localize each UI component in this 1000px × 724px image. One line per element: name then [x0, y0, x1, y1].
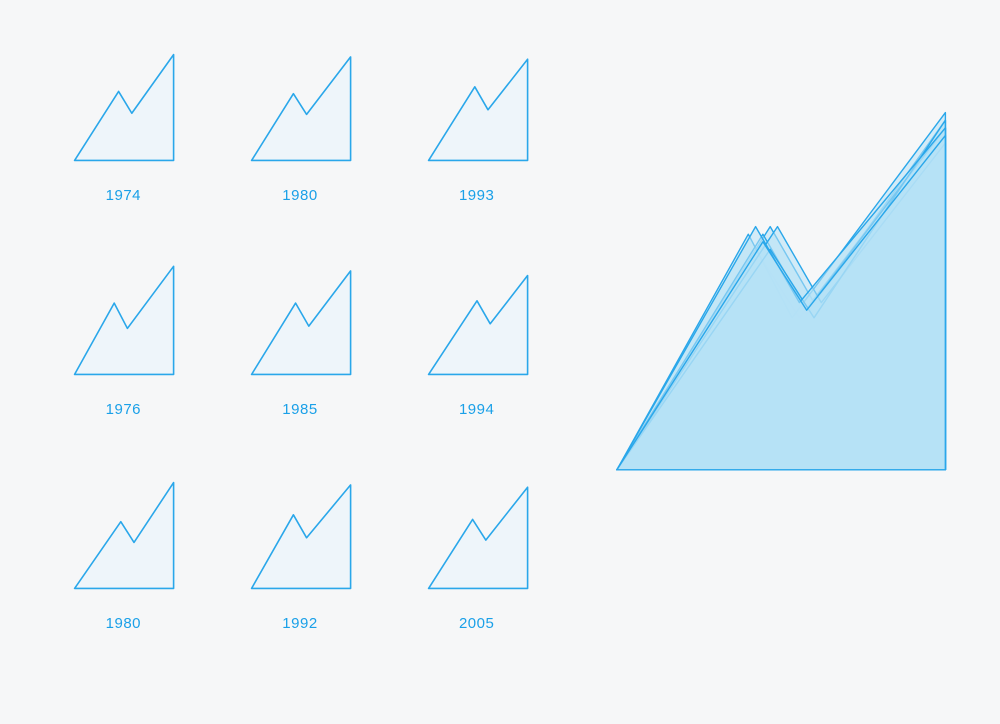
- small-multiple-cell: 1980: [60, 478, 187, 632]
- mountain-icon: [68, 264, 178, 379]
- mountain-icon: [245, 50, 355, 165]
- year-label: 2005: [459, 615, 494, 632]
- year-label: 1985: [282, 401, 317, 418]
- small-multiple-cell: 1992: [237, 478, 364, 632]
- mountain-icon: [245, 478, 355, 593]
- year-label: 1980: [106, 615, 141, 632]
- year-label: 1994: [459, 401, 494, 418]
- small-multiple-cell: 1974: [60, 50, 187, 204]
- mountain-icon: [68, 50, 178, 165]
- small-multiple-cell: 1985: [237, 264, 364, 418]
- mountain-icon: [422, 50, 532, 165]
- mountain-icon: [68, 478, 178, 593]
- mountain-icon: [422, 478, 532, 593]
- year-label: 1976: [106, 401, 141, 418]
- year-label: 1993: [459, 187, 494, 204]
- small-multiples-grid: 1974 1980 1993 1976 1985 1994 1980 1992 2005: [60, 50, 540, 632]
- small-multiple-cell: 1994: [413, 264, 540, 418]
- small-multiple-cell: 1993: [413, 50, 540, 204]
- overlay-svg: [595, 105, 960, 485]
- mountain-icon: [422, 264, 532, 379]
- year-label: 1992: [282, 615, 317, 632]
- small-multiple-cell: 1980: [237, 50, 364, 204]
- year-label: 1980: [282, 187, 317, 204]
- overlay-composite: [595, 105, 960, 485]
- mountain-icon: [245, 264, 355, 379]
- small-multiple-cell: 1976: [60, 264, 187, 418]
- small-multiple-cell: 2005: [413, 478, 540, 632]
- year-label: 1974: [106, 187, 141, 204]
